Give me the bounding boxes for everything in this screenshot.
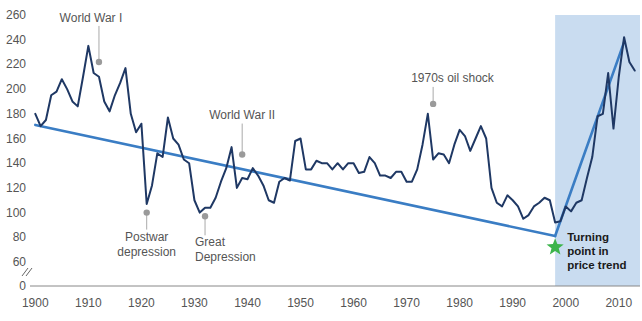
price-line bbox=[35, 37, 634, 222]
annotation-text: 1970s oil shock bbox=[411, 71, 495, 85]
annotation-text: World War II bbox=[209, 108, 275, 122]
x-tick-label: 2000 bbox=[552, 296, 579, 310]
plot-area bbox=[35, 15, 640, 286]
x-tick-label: 1990 bbox=[499, 296, 526, 310]
annotation-text: point in bbox=[567, 245, 609, 257]
x-tick-label: 1980 bbox=[446, 296, 473, 310]
y-tick-label: 0 bbox=[19, 279, 26, 293]
x-tick-label: 1900 bbox=[22, 296, 49, 310]
annotation-text: Great bbox=[195, 235, 226, 249]
x-tick-label: 1910 bbox=[75, 296, 102, 310]
chart-svg: 0 60 80 100 120 140 160 180 200 220 240 260 1900 1910… bbox=[0, 0, 642, 321]
y-tick-label: 100 bbox=[6, 206, 26, 220]
annotation-dot bbox=[143, 209, 149, 215]
annotation-text: depression bbox=[117, 245, 176, 259]
annotations: World War I Postwardepression GreatDepress… bbox=[60, 11, 627, 271]
annotation-dot bbox=[202, 213, 208, 219]
x-tick-label: 1940 bbox=[234, 296, 261, 310]
y-tick-label: 60 bbox=[13, 255, 27, 269]
y-tick-label: 180 bbox=[6, 107, 26, 121]
x-tick-label: 2010 bbox=[605, 296, 632, 310]
annotation-leader bbox=[98, 26, 99, 62]
annotation-dot bbox=[430, 101, 436, 107]
annotation-dot bbox=[239, 151, 245, 157]
y-tick-label: 120 bbox=[6, 181, 26, 195]
annotation-text: Depression bbox=[195, 250, 256, 264]
turning-point-star bbox=[547, 238, 564, 254]
y-tick-label: 240 bbox=[6, 33, 26, 47]
y-tick-label: 160 bbox=[6, 132, 26, 146]
annotation-text: World War I bbox=[60, 11, 123, 25]
x-tick-label: 1930 bbox=[181, 296, 208, 310]
axis-break bbox=[26, 268, 32, 276]
x-tick-label: 1970 bbox=[393, 296, 420, 310]
y-tick-label: 80 bbox=[13, 230, 27, 244]
annotation-text: price trend bbox=[567, 259, 626, 271]
x-axis bbox=[30, 286, 640, 287]
annotation-text: Turning bbox=[567, 231, 609, 243]
y-tick-label: 220 bbox=[6, 57, 26, 71]
y-tick-label: 140 bbox=[6, 156, 26, 170]
y-tick-label: 200 bbox=[6, 82, 26, 96]
x-tick-label: 1950 bbox=[287, 296, 314, 310]
x-tick-label: 1960 bbox=[340, 296, 367, 310]
y-tick-label: 260 bbox=[6, 8, 26, 22]
annotation-leader bbox=[242, 124, 243, 155]
annotation-dot bbox=[96, 59, 102, 65]
x-tick-label: 1920 bbox=[128, 296, 155, 310]
annotation-text: Postwar bbox=[125, 230, 168, 244]
chart: 0 60 80 100 120 140 160 180 200 220 240 260 1900 1910… bbox=[0, 0, 642, 321]
